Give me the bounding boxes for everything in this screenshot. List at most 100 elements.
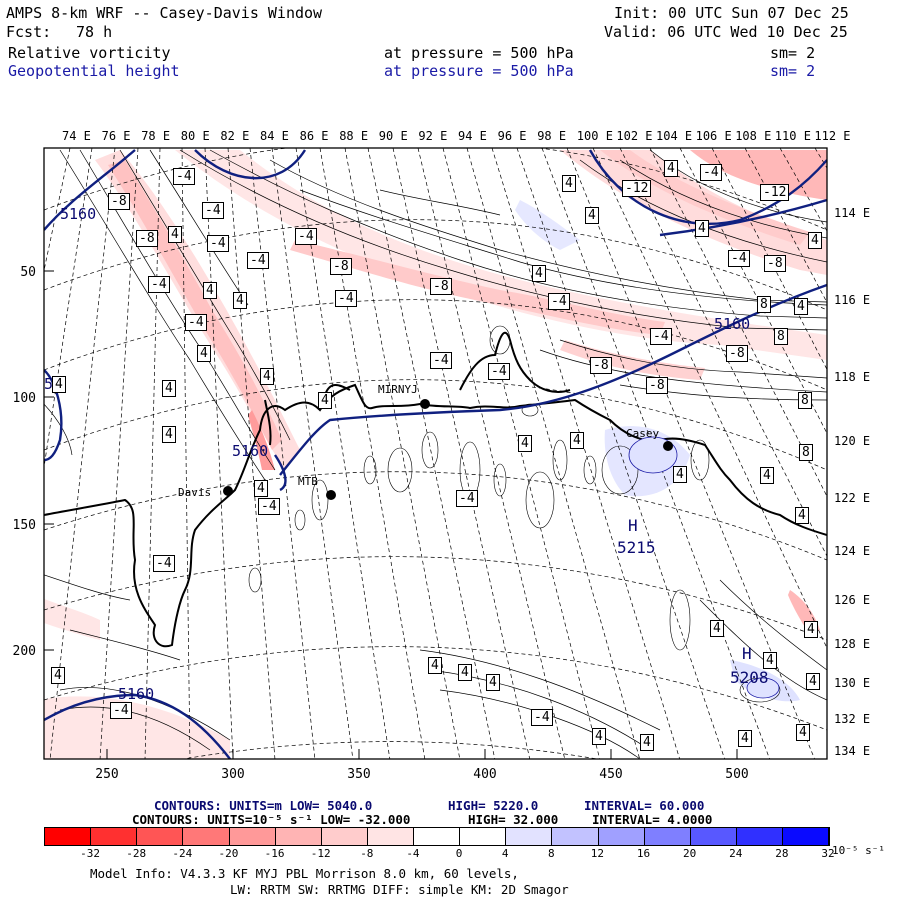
top-lon-label: 86 E bbox=[299, 129, 329, 143]
vorticity-label: -8 bbox=[764, 255, 786, 272]
vorticity-label: 4 bbox=[760, 467, 774, 484]
colorbar-swatch bbox=[367, 828, 414, 845]
vorticity-label: 4 bbox=[795, 507, 809, 524]
right-lon-label: 130 E bbox=[834, 676, 871, 690]
vorticity-label: 4 bbox=[52, 376, 66, 393]
footer-height-interval: INTERVAL= 60.000 bbox=[584, 798, 705, 813]
colorbar-swatch bbox=[506, 828, 553, 845]
station-marker bbox=[663, 441, 673, 451]
model-info: Model Info: V4.3.3 KF MYJ PBL Morrison 8… bbox=[90, 866, 519, 881]
vorticity-label: 4 bbox=[197, 345, 211, 362]
footer-vort-interval: INTERVAL= 4.0000 bbox=[592, 812, 713, 827]
station-marker bbox=[223, 486, 233, 496]
top-lon-label: 92 E bbox=[418, 129, 448, 143]
top-lon-label: 90 E bbox=[378, 129, 408, 143]
colorbar-swatch bbox=[229, 828, 276, 845]
height-label: 5160 bbox=[60, 205, 97, 223]
vorticity-label: 4 bbox=[673, 466, 687, 483]
vorticity-label: -12 bbox=[622, 180, 652, 197]
high-marker: H bbox=[742, 644, 752, 663]
vorticity-label: -4 bbox=[295, 228, 317, 245]
colorbar-label: 28 bbox=[775, 847, 789, 860]
vorticity-label: 4 bbox=[738, 730, 752, 747]
height-label: 5160 bbox=[232, 442, 269, 460]
vorticity-label: -4 bbox=[531, 709, 553, 726]
footer-height-high: HIGH= 5220.0 bbox=[448, 798, 539, 813]
top-lon-label: 78 E bbox=[141, 129, 171, 143]
colorbar-swatch bbox=[736, 828, 783, 845]
footer-vort-high: HIGH= 32.000 bbox=[468, 812, 559, 827]
vorticity-label: -8 bbox=[108, 193, 130, 210]
footer-height-contours: CONTOURS: UNITS=m LOW= 5040.0 bbox=[154, 798, 373, 813]
colorbar-label: -12 bbox=[310, 847, 331, 860]
colorbar-label: 20 bbox=[683, 847, 697, 860]
top-lon-label: 110 E bbox=[774, 129, 811, 143]
station-label-mirnyj: MIRNYJ bbox=[378, 383, 418, 396]
top-lon-label: 84 E bbox=[260, 129, 289, 143]
colorbar-swatch bbox=[644, 828, 691, 845]
x-tick-label: 300 bbox=[221, 767, 244, 782]
colorbar-swatch bbox=[321, 828, 368, 845]
top-lon-label: 102 E bbox=[616, 129, 653, 143]
field1-name: Relative vorticity bbox=[8, 44, 171, 62]
right-lon-label: 132 E bbox=[834, 712, 871, 726]
top-lon-label: 108 E bbox=[735, 129, 772, 143]
top-lon-label: 74 E bbox=[62, 129, 91, 143]
vorticity-label: -4 bbox=[430, 352, 452, 369]
right-lon-label: 116 E bbox=[834, 293, 871, 307]
colorbar-label: -28 bbox=[126, 847, 147, 860]
height-label: 5160 bbox=[118, 685, 155, 703]
vorticity-label: 4 bbox=[585, 207, 599, 224]
vorticity-label: 4 bbox=[203, 282, 217, 299]
x-axis-ticks: 250 300 350 400 450 500 bbox=[95, 749, 749, 782]
valid-time: Valid: 06 UTC Wed 10 Dec 25 bbox=[604, 23, 848, 41]
colorbar-swatch bbox=[275, 828, 322, 845]
vorticity-label: 8 bbox=[799, 444, 813, 461]
x-tick-label: 350 bbox=[347, 767, 370, 782]
top-lon-label: 76 E bbox=[101, 129, 131, 143]
vorticity-label: 4 bbox=[532, 265, 546, 282]
colorbar-swatch bbox=[783, 828, 830, 845]
colorbar-swatch bbox=[690, 828, 737, 845]
vorticity-label: 4 bbox=[804, 621, 818, 638]
vorticity-label: -4 bbox=[148, 276, 170, 293]
vorticity-label: 4 bbox=[486, 674, 500, 691]
vorticity-label: -8 bbox=[726, 345, 748, 362]
right-lon-label: 126 E bbox=[834, 593, 871, 607]
vorticity-label: -4 bbox=[335, 290, 357, 307]
model-info-2: LW: RRTM SW: RRTMG DIFF: simple KM: 2D S… bbox=[230, 882, 569, 897]
colorbar-swatch bbox=[45, 828, 92, 845]
vorticity-label: -8 bbox=[430, 278, 452, 295]
init-time: Init: 00 UTC Sun 07 Dec 25 bbox=[614, 4, 849, 22]
top-lon-label: 94 E bbox=[458, 129, 487, 143]
colorbar-label: -4 bbox=[406, 847, 420, 860]
top-lon-label: 80 E bbox=[180, 129, 210, 143]
vorticity-label: 4 bbox=[570, 432, 584, 449]
vorticity-label: 8 bbox=[757, 296, 771, 313]
vorticity-label: -4 bbox=[173, 168, 195, 185]
x-tick-label: 500 bbox=[725, 767, 748, 782]
high-marker: H bbox=[628, 516, 638, 535]
y-tick-label: 150 bbox=[13, 518, 36, 533]
vorticity-label: 4 bbox=[806, 673, 820, 690]
vorticity-label: -4 bbox=[247, 252, 269, 269]
station-marker bbox=[420, 399, 430, 409]
colorbar-swatch bbox=[414, 828, 461, 845]
vorticity-label: -8 bbox=[590, 357, 612, 374]
vorticity-label: 4 bbox=[260, 368, 274, 385]
field1-level: at pressure = 500 hPa bbox=[384, 44, 574, 62]
vorticity-label: 4 bbox=[318, 392, 332, 409]
right-lon-label: 128 E bbox=[834, 637, 871, 651]
vorticity-label: -4 bbox=[700, 164, 722, 181]
colorbar-swatch bbox=[183, 828, 230, 845]
vorticity-shading bbox=[44, 150, 827, 759]
height-label: 5160 bbox=[714, 315, 751, 333]
top-lon-label: 112 E bbox=[814, 129, 851, 143]
vorticity-label: 4 bbox=[710, 620, 724, 637]
vorticity-label: 4 bbox=[808, 232, 822, 249]
fcst-label: Fcst: bbox=[6, 23, 52, 41]
vorticity-label: -8 bbox=[136, 230, 158, 247]
y-axis-ticks: 50 100 150 200 bbox=[13, 265, 54, 659]
fcst-value: 78 h bbox=[76, 23, 113, 41]
vorticity-label: 4 bbox=[695, 220, 709, 237]
